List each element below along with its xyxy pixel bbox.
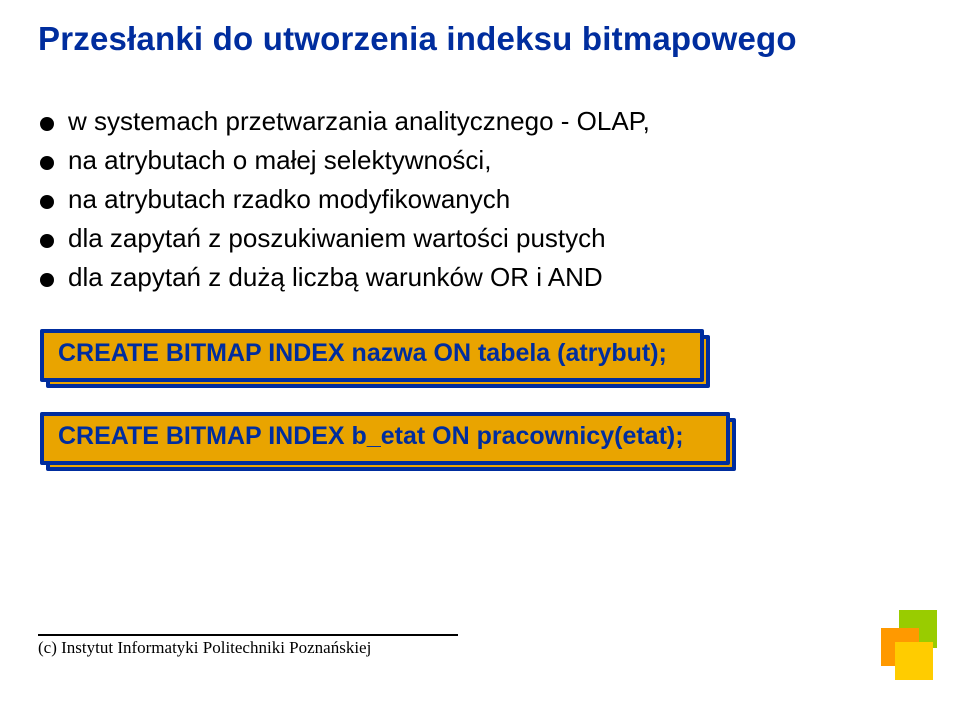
codebox-wrap: CREATE BITMAP INDEX b_etat ON pracownicy… bbox=[40, 412, 730, 465]
footer-divider bbox=[38, 634, 458, 636]
bullet-item: na atrybutach rzadko modyfikowanych bbox=[40, 184, 921, 215]
corner-decoration bbox=[867, 610, 937, 680]
footer-text: (c) Instytut Informatyki Politechniki Po… bbox=[38, 638, 371, 657]
bullet-list: w systemach przetwarzania analitycznego … bbox=[40, 106, 921, 293]
corner-square-front bbox=[895, 642, 933, 680]
footer: (c) Instytut Informatyki Politechniki Po… bbox=[38, 634, 458, 658]
bullet-item: dla zapytań z dużą liczbą warunków OR i … bbox=[40, 262, 921, 293]
bullet-item: na atrybutach o małej selektywności, bbox=[40, 145, 921, 176]
codebox: CREATE BITMAP INDEX b_etat ON pracownicy… bbox=[40, 412, 730, 465]
codebox-area: CREATE BITMAP INDEX nazwa ON tabela (atr… bbox=[38, 329, 921, 465]
codebox: CREATE BITMAP INDEX nazwa ON tabela (atr… bbox=[40, 329, 704, 382]
codebox-wrap: CREATE BITMAP INDEX nazwa ON tabela (atr… bbox=[40, 329, 704, 382]
bullet-item: dla zapytań z poszukiwaniem wartości pus… bbox=[40, 223, 921, 254]
slide-title: Przesłanki do utworzenia indeksu bitmapo… bbox=[38, 20, 921, 58]
slide: Przesłanki do utworzenia indeksu bitmapo… bbox=[0, 0, 959, 702]
bullet-item: w systemach przetwarzania analitycznego … bbox=[40, 106, 921, 137]
